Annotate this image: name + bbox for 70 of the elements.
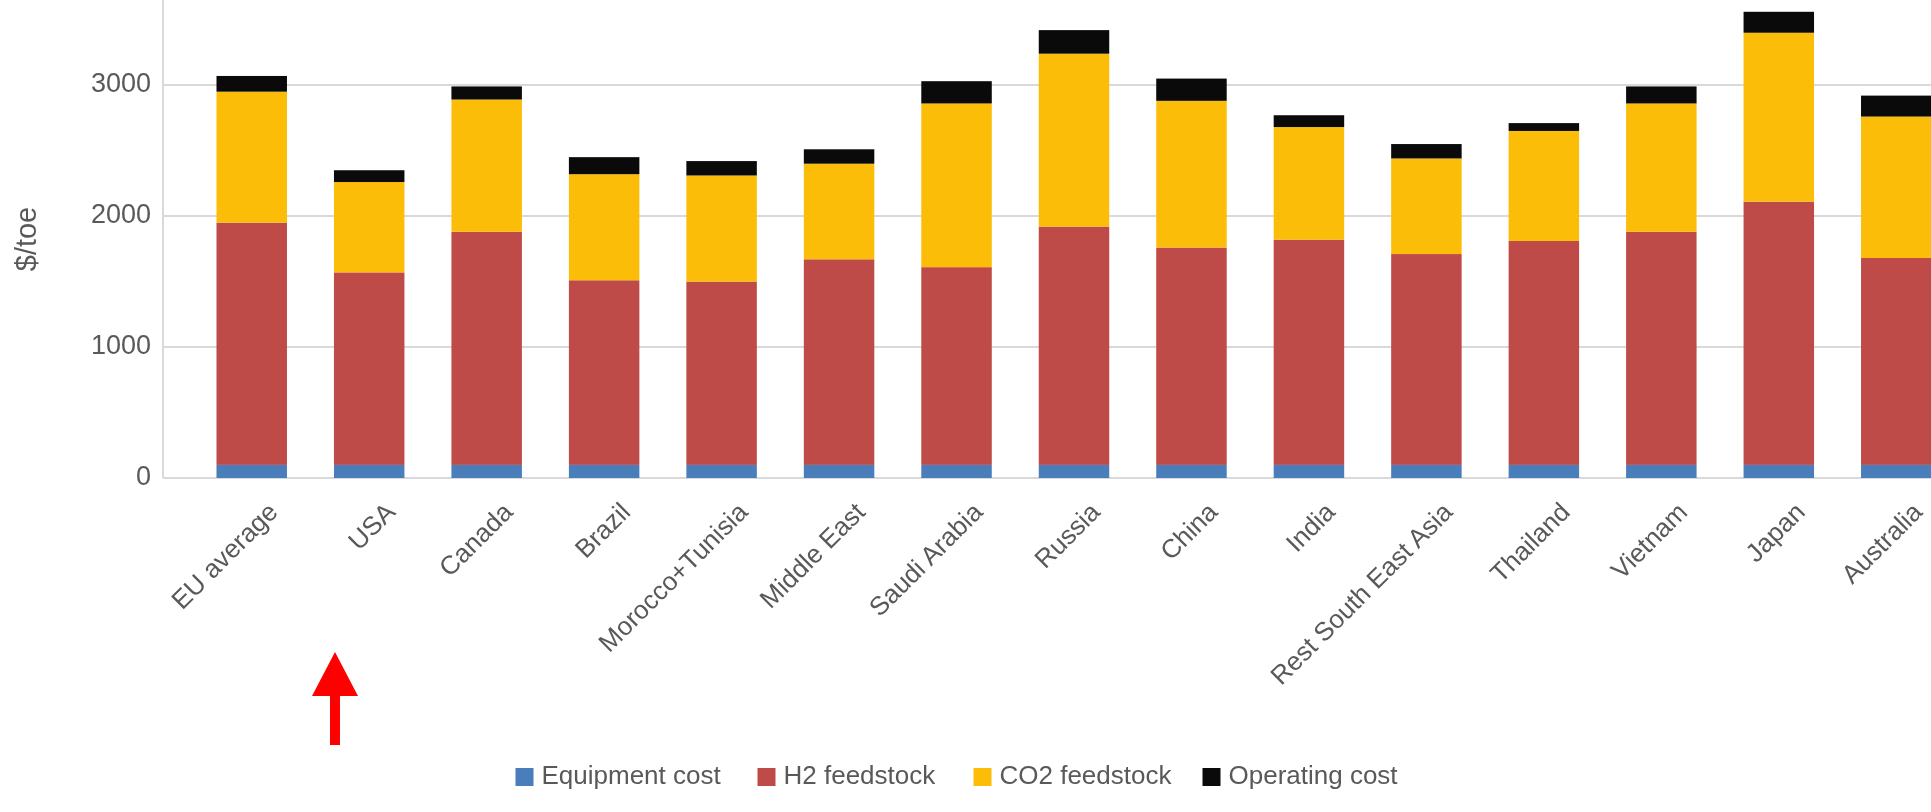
bar [1273, 127, 1345, 240]
bar [1626, 231, 1697, 465]
bar [921, 267, 992, 465]
bar [921, 81, 992, 104]
bar [686, 175, 757, 282]
y-tick-label: 0 [135, 461, 151, 492]
bar [1391, 158, 1462, 255]
bar [1273, 464, 1345, 478]
bar [1391, 464, 1462, 478]
bar [1508, 123, 1580, 131]
bar [1038, 53, 1110, 227]
bar [1508, 240, 1580, 465]
bar [216, 75, 287, 92]
bar [451, 464, 522, 478]
bar [1861, 116, 1931, 258]
bar [451, 231, 522, 465]
bar [686, 464, 757, 478]
bar [1861, 95, 1931, 117]
bar [216, 91, 287, 223]
bar [803, 259, 875, 465]
legend-label: CO2 feedstock [999, 759, 1173, 790]
bar [803, 149, 875, 164]
bar [1391, 144, 1462, 159]
bar [568, 157, 640, 175]
bar [568, 174, 640, 281]
bar [1273, 115, 1345, 128]
bar [1038, 226, 1110, 465]
y-tick-label: 3000 [90, 68, 151, 99]
bar [568, 464, 640, 478]
bar [333, 170, 405, 183]
bar [1508, 130, 1580, 241]
bar [568, 280, 640, 465]
x-tick-label: USA [342, 496, 402, 556]
bar [333, 464, 405, 478]
legend-label: Operating cost [1228, 759, 1399, 790]
bar [333, 272, 405, 465]
bar [451, 86, 522, 100]
bar [216, 464, 287, 478]
bar [803, 163, 875, 260]
bar [1743, 11, 1815, 33]
bar [921, 464, 992, 478]
y-tick-label: 2000 [90, 199, 151, 230]
bar [1743, 464, 1815, 478]
bar [1156, 247, 1227, 465]
bar [1743, 32, 1815, 202]
legend-label: H2 feedstock [783, 759, 937, 790]
bar [1391, 254, 1462, 465]
legend-label: Equipment cost [541, 759, 722, 790]
bar [1156, 100, 1227, 248]
bar [1626, 86, 1697, 104]
bar [1861, 464, 1931, 478]
bar [686, 161, 757, 176]
y-axis-title: $/toe [10, 206, 42, 272]
bar [686, 281, 757, 465]
bar [921, 103, 992, 268]
bar [216, 222, 287, 465]
bar [1273, 239, 1345, 465]
bar [1743, 201, 1815, 465]
bar [451, 99, 522, 232]
y-tick-label: 1000 [90, 330, 151, 361]
bar [1626, 103, 1697, 232]
bar [1156, 78, 1227, 101]
bar [1038, 30, 1110, 54]
bar [1038, 464, 1110, 478]
bar [1626, 464, 1697, 478]
bar [1156, 464, 1227, 478]
bar [1508, 464, 1580, 478]
bar [333, 182, 405, 273]
bar [1861, 257, 1931, 465]
bar [803, 464, 875, 478]
